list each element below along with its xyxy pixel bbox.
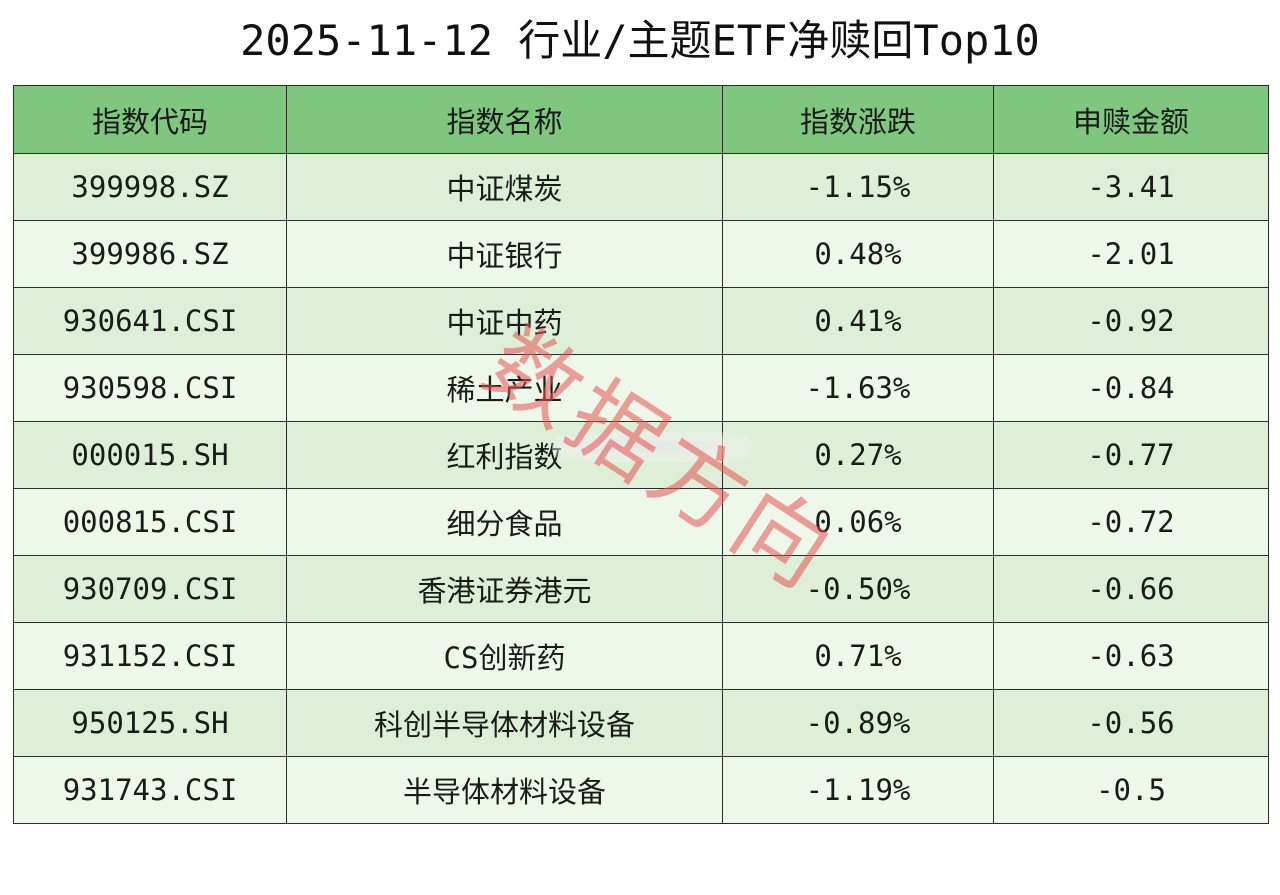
etf-redemption-table: 指数代码 指数名称 指数涨跌 申赎金额 399998.SZ 中证煤炭 -1.15… <box>13 85 1269 824</box>
cell-index-code: 000815.CSI <box>13 488 287 556</box>
cell-index-name: 半导体材料设备 <box>286 756 723 824</box>
cell-index-code: 000015.SH <box>13 421 287 489</box>
table-row: 930641.CSI 中证中药 0.41% -0.92 <box>13 287 1269 355</box>
page-title: 2025-11-12 行业/主题ETF净赎回Top10 <box>240 16 1040 65</box>
cell-index-change: -1.63% <box>722 354 994 422</box>
cell-flow-amount: -0.56 <box>993 689 1269 757</box>
cell-index-code: 931152.CSI <box>13 622 287 690</box>
cell-index-change: 0.41% <box>722 287 994 355</box>
cell-index-change: -0.50% <box>722 555 994 623</box>
cell-flow-amount: -2.01 <box>993 220 1269 288</box>
cell-index-change: 0.27% <box>722 421 994 489</box>
cell-index-change: -1.19% <box>722 756 994 824</box>
cell-index-change: 0.71% <box>722 622 994 690</box>
cell-index-code: 930598.CSI <box>13 354 287 422</box>
cell-index-name: 中证银行 <box>286 220 723 288</box>
cell-flow-amount: -0.77 <box>993 421 1269 489</box>
table-header-row: 指数代码 指数名称 指数涨跌 申赎金额 <box>13 85 1269 154</box>
table-row: 399986.SZ 中证银行 0.48% -2.01 <box>13 220 1269 288</box>
cell-flow-amount: -0.84 <box>993 354 1269 422</box>
table-row: 931743.CSI 半导体材料设备 -1.19% -0.5 <box>13 756 1269 824</box>
header-flow-amount: 申赎金额 <box>993 85 1269 154</box>
cell-index-code: 930709.CSI <box>13 555 287 623</box>
cell-index-name: 中证煤炭 <box>286 153 723 221</box>
cell-index-code: 950125.SH <box>13 689 287 757</box>
cell-index-code: 931743.CSI <box>13 756 287 824</box>
cell-index-name: 红利指数 <box>286 421 723 489</box>
table-row: 930709.CSI 香港证券港元 -0.50% -0.66 <box>13 555 1269 623</box>
header-index-name: 指数名称 <box>286 85 723 154</box>
header-index-code: 指数代码 <box>13 85 287 154</box>
cell-index-change: 0.06% <box>722 488 994 556</box>
cell-index-name: 细分食品 <box>286 488 723 556</box>
cell-index-code: 930641.CSI <box>13 287 287 355</box>
cell-index-name: 科创半导体材料设备 <box>286 689 723 757</box>
table-row: 931152.CSI CS创新药 0.71% -0.63 <box>13 622 1269 690</box>
cell-flow-amount: -0.63 <box>993 622 1269 690</box>
cell-index-name: 香港证券港元 <box>286 555 723 623</box>
table-row: 930598.CSI 稀土产业 -1.63% -0.84 <box>13 354 1269 422</box>
cell-index-change: -0.89% <box>722 689 994 757</box>
cell-flow-amount: -0.66 <box>993 555 1269 623</box>
cell-index-name: CS创新药 <box>286 622 723 690</box>
cell-index-change: 0.48% <box>722 220 994 288</box>
cell-index-change: -1.15% <box>722 153 994 221</box>
cell-index-name: 中证中药 <box>286 287 723 355</box>
header-index-change: 指数涨跌 <box>722 85 994 154</box>
table-row: 399998.SZ 中证煤炭 -1.15% -3.41 <box>13 153 1269 221</box>
cell-flow-amount: -0.72 <box>993 488 1269 556</box>
table-row: 000015.SH 红利指数 0.27% -0.77 <box>13 421 1269 489</box>
table-row: 950125.SH 科创半导体材料设备 -0.89% -0.56 <box>13 689 1269 757</box>
cell-flow-amount: -0.92 <box>993 287 1269 355</box>
table-row: 000815.CSI 细分食品 0.06% -0.72 <box>13 488 1269 556</box>
cell-index-code: 399998.SZ <box>13 153 287 221</box>
cell-index-name: 稀土产业 <box>286 354 723 422</box>
cell-flow-amount: -0.5 <box>993 756 1269 824</box>
cell-index-code: 399986.SZ <box>13 220 287 288</box>
cell-flow-amount: -3.41 <box>993 153 1269 221</box>
